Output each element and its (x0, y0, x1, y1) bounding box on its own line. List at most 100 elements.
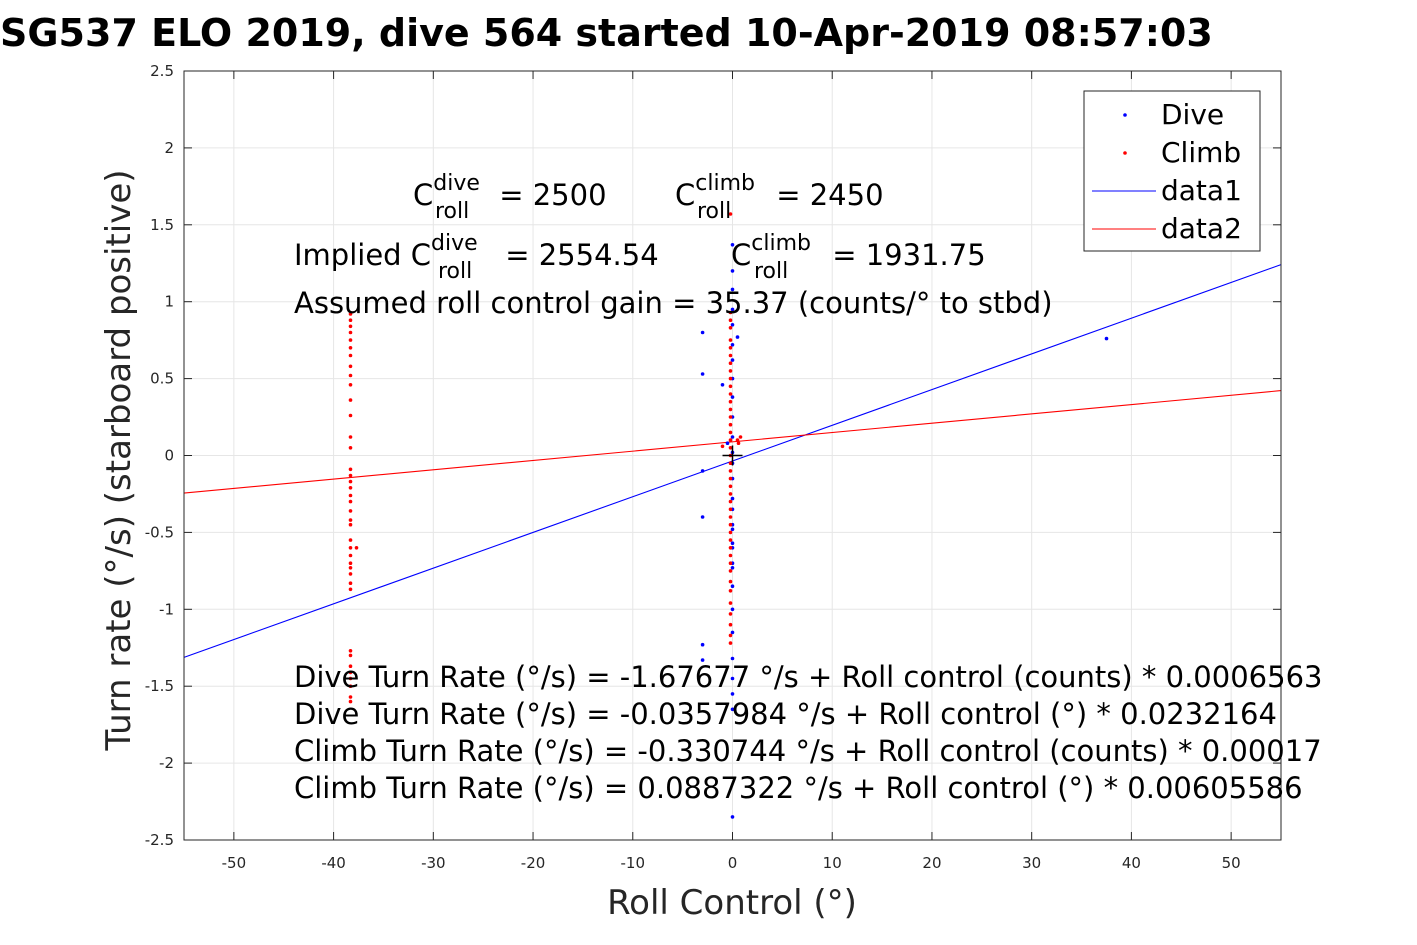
data-point-climb (728, 601, 733, 605)
data-point-dive (735, 335, 740, 339)
y-tick-label: -2.5 (145, 831, 174, 849)
data-point-climb (728, 622, 733, 627)
legend-label-data1: data1 (1161, 174, 1242, 207)
fit-line-2: Dive Turn Rate (°/s) = -0.0357984 °/s + … (294, 697, 1277, 731)
c-climb-sup: climb (695, 171, 755, 196)
x-tick-label: 0 (728, 854, 738, 872)
data-point-climb (348, 446, 353, 450)
data-point-climb (348, 324, 353, 329)
legend: Dive Climb data1 data2 (1083, 90, 1261, 252)
data-point-climb (728, 579, 733, 584)
axis-ticks (184, 70, 1281, 841)
data-point-climb (348, 581, 353, 585)
data-point-climb (728, 612, 733, 616)
data-point-climb (348, 670, 353, 675)
data-point-climb (348, 664, 353, 668)
data-point-climb (728, 318, 733, 323)
data-point-climb (348, 553, 353, 558)
x-tick-label: 50 (1222, 854, 1241, 872)
data-point-climb (728, 399, 733, 404)
x-tick-label: 20 (922, 854, 941, 872)
data-point-climb (728, 469, 733, 473)
data-point-climb (728, 484, 733, 489)
y-tick-label: 0 (164, 447, 174, 465)
data-point-climb (728, 212, 733, 216)
c-climb-rest: = 2450 (767, 178, 884, 212)
data-point-climb (728, 633, 733, 638)
data-point-climb (728, 446, 733, 450)
fit-line-4: Climb Turn Rate (°/s) = 0.0887322 °/s + … (294, 771, 1303, 805)
data-point-climb (728, 589, 733, 593)
y-axis-label: Turn rate (°/s) (starboard positive) (99, 169, 139, 751)
data-point-climb (728, 530, 733, 535)
chart-title: SG537 ELO 2019, dive 564 started 10-Apr-… (0, 11, 1213, 55)
data-point-climb (728, 507, 733, 512)
data-point-climb (728, 346, 733, 350)
data-point-dive (730, 815, 735, 819)
x-tick-label: -40 (321, 854, 346, 872)
fit-line-3: Climb Turn Rate (°/s) = -0.330744 °/s + … (294, 734, 1322, 768)
gain-annotation: Assumed roll control gain = 35.37 (count… (294, 286, 1053, 320)
x-tick-label: 40 (1122, 854, 1141, 872)
data-point-climb (348, 546, 353, 550)
implied-c-roll-dive-annotation: Implied Cdive roll = 2554.54 (294, 231, 659, 284)
data-point-climb (348, 330, 353, 335)
data-point-dive (730, 707, 735, 712)
x-tick-label: -20 (521, 854, 546, 872)
y-tick-label: 0.5 (150, 370, 174, 388)
y-tick-label: 2.5 (150, 62, 174, 80)
data-point-dive (730, 343, 735, 347)
scatter-points (348, 212, 1109, 819)
data-point-dive (700, 515, 705, 519)
implied-climb-sub: roll (754, 259, 788, 284)
fit-line-1: Dive Turn Rate (°/s) = -1.67677 °/s + Ro… (294, 660, 1322, 694)
y-tick-label: -1 (159, 600, 174, 618)
data-point-dive (730, 584, 735, 588)
data-point-dive (700, 642, 705, 647)
origin-marker (722, 445, 743, 466)
legend-label-climb: Climb (1161, 136, 1241, 169)
y-tick-label: 1.5 (150, 216, 174, 234)
data-point-dive (730, 656, 735, 661)
data-point-climb (736, 441, 741, 446)
data-point-dive (700, 658, 705, 662)
implied-dive-prefix: Implied C (294, 238, 431, 272)
data-point-climb (348, 479, 353, 484)
data-point-climb (348, 413, 353, 418)
series-line-data2 (183, 390, 1282, 494)
data-point-climb (354, 546, 359, 550)
data-point-dive (730, 323, 735, 327)
data-point-dive (730, 676, 735, 681)
data-point-dive (730, 307, 735, 312)
data-point-climb (738, 435, 743, 439)
data-point-dive (730, 287, 735, 292)
c-climb-sub: roll (697, 199, 731, 224)
x-tick-label: -30 (421, 854, 446, 872)
data-point-dive (730, 527, 735, 532)
data-point-climb (728, 476, 733, 481)
implied-dive-rest: = 2554.54 (496, 238, 659, 272)
data-point-climb (348, 338, 353, 342)
c-roll-dive-annotation: Cdive roll = 2500 (413, 171, 607, 224)
data-point-dive (730, 566, 735, 570)
data-point-climb (348, 509, 353, 513)
data-point-dive (730, 541, 735, 545)
data-point-climb (348, 572, 353, 576)
data-point-dive (700, 469, 705, 473)
data-point-climb (348, 538, 353, 542)
data-point-climb (348, 373, 353, 378)
data-point-climb (728, 553, 733, 558)
data-point-climb (728, 326, 733, 330)
data-point-climb (728, 407, 733, 412)
c-climb-base: C (675, 178, 695, 212)
data-point-climb (728, 499, 733, 504)
data-point-climb (728, 438, 733, 442)
implied-climb-base: C (731, 238, 751, 272)
x-tick-label: -10 (621, 854, 646, 872)
data-point-climb (728, 310, 733, 315)
data-point-climb (728, 422, 733, 427)
legend-label-dive: Dive (1161, 98, 1224, 131)
data-point-climb (348, 353, 353, 358)
y-tick-label: 2 (164, 139, 174, 157)
data-point-climb (348, 653, 353, 658)
